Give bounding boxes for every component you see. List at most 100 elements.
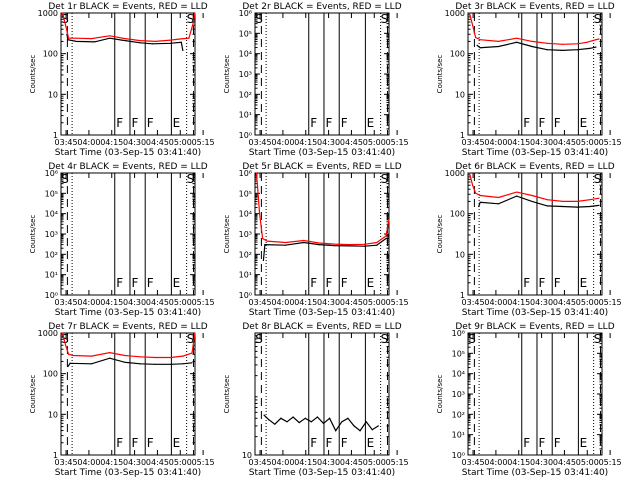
panel-det-2: Det 2r BLACK = Events, RED = LLD 10⁰ 10¹ 10…: [223, 2, 409, 158]
lld-series-point: [61, 332, 64, 334]
events-series: [478, 195, 600, 208]
events-series-point: [479, 201, 481, 203]
events-series-point: [67, 39, 69, 41]
y-axis-label: Counts/sec: [223, 55, 231, 94]
events-series-point: [546, 205, 548, 207]
marker-label: F: [116, 116, 123, 130]
x-tick-label: 05:00: [169, 458, 192, 467]
y-axis-label: Counts/sec: [436, 375, 444, 414]
x-tick-label: 05:00: [576, 138, 599, 147]
y-tick-label: 10¹: [239, 111, 252, 120]
events-series-point: [376, 244, 378, 246]
panel-det-5: Det 5r BLACK = Events, RED = LLD 10⁰ 10¹ 10…: [223, 162, 409, 318]
panel-title: Det 1r BLACK = Events, RED = LLD: [48, 2, 207, 12]
lld-series-point: [471, 184, 474, 186]
events-series-point: [124, 361, 126, 363]
marker-label: F: [341, 276, 348, 290]
y-tick-label: 10⁶: [239, 9, 252, 18]
lld-series-point: [61, 12, 64, 14]
x-tick-label: 04:30: [530, 138, 553, 147]
y-tick-label: 10²: [452, 410, 465, 419]
lld-series-point: [258, 213, 261, 215]
y-tick-label: 10⁵: [239, 29, 252, 38]
x-tick-label: 04:15: [507, 138, 530, 147]
marker-label: E: [173, 276, 181, 290]
events-series-point: [292, 416, 294, 418]
lld-series-point: [546, 199, 548, 201]
x-axis-label: Start Time (03-Sep-15 03:41:40): [249, 148, 395, 158]
x-tick-label: 04:45: [340, 458, 363, 467]
x-tick-label: 04:15: [507, 298, 530, 307]
y-axis-label: Counts/sec: [29, 215, 37, 254]
lld-series-point: [468, 12, 471, 14]
panel-title: Det 2r BLACK = Events, RED = LLD: [242, 2, 401, 12]
events-series-point: [170, 363, 172, 365]
lld-series-point: [388, 219, 390, 221]
lld-series-point: [364, 243, 366, 245]
events-series-point: [139, 363, 141, 365]
panel-det-6: Det 6r BLACK = Events, RED = LLD 1 10 100 10…: [436, 162, 622, 318]
marker-label: F: [341, 116, 348, 130]
marker-label: F: [326, 276, 333, 290]
panel-title: Det 8r BLACK = Events, RED = LLD: [242, 322, 401, 332]
events-series: [263, 414, 379, 432]
events-series-point: [69, 362, 71, 364]
x-tick-label: 04:15: [507, 458, 530, 467]
x-tick-label: 04:45: [340, 298, 363, 307]
events-series-point: [318, 244, 320, 246]
x-axis-label: Start Time (03-Sep-15 03:41:40): [462, 468, 608, 478]
events-series-point: [303, 241, 305, 244]
x-axis-label: Start Time (03-Sep-15 03:41:40): [55, 468, 201, 478]
marker-label: F: [116, 436, 123, 450]
lld-series-point: [497, 40, 500, 43]
y-tick-label: 10⁰: [239, 291, 252, 300]
events-series-point: [365, 421, 367, 423]
x-tick-label: 04:00: [271, 298, 294, 307]
events-series-point: [67, 365, 69, 368]
lld-series-point: [188, 37, 190, 39]
marker-label: E: [367, 116, 375, 130]
marker-label: E: [367, 276, 375, 290]
events-series-point: [595, 46, 597, 48]
x-tick-label: 03:45: [249, 458, 272, 467]
x-tick-label: 04:45: [146, 298, 169, 307]
marker-label: F: [132, 276, 139, 290]
events-series-point: [516, 195, 518, 197]
x-tick-label: 05:00: [576, 458, 599, 467]
lld-series-point: [194, 12, 196, 14]
marker-label: F: [310, 116, 317, 130]
events-series-point: [589, 205, 591, 208]
lld-series-point: [124, 354, 126, 357]
events-series: [67, 357, 193, 367]
marker-label: F: [310, 276, 317, 290]
lld-series-point: [170, 356, 172, 359]
x-axis-label: Start Time (03-Sep-15 03:41:40): [462, 148, 608, 158]
events-series-point: [353, 425, 355, 427]
marker-label: S: [468, 332, 476, 346]
x-tick-label: 05:15: [192, 298, 215, 307]
marker-label: S: [381, 12, 389, 26]
x-tick-label: 04:15: [294, 458, 317, 467]
x-tick-label: 04:45: [553, 138, 576, 147]
y-tick-label: 10⁵: [239, 189, 252, 198]
x-tick-label: 04:30: [317, 458, 340, 467]
marker-label: F: [341, 436, 348, 450]
lld-series-point: [598, 197, 600, 199]
lld-series-point: [90, 37, 93, 40]
marker-label: S: [187, 12, 195, 26]
marker-label: S: [61, 332, 69, 346]
marker-label: F: [554, 116, 561, 130]
lld-series-point: [531, 40, 533, 43]
lld-series-point: [139, 39, 141, 42]
x-tick-label: 04:00: [77, 138, 100, 147]
lld-series-point: [479, 39, 481, 41]
lld-series-point: [255, 172, 258, 174]
marker-label: F: [147, 276, 154, 290]
y-tick-label: 10²: [239, 90, 252, 99]
y-tick-label: 10³: [452, 390, 465, 399]
x-tick-label: 04:45: [340, 138, 363, 147]
events-series-point: [180, 41, 182, 43]
lld-series-point: [68, 353, 70, 355]
x-tick-label: 04:15: [100, 138, 123, 147]
panel-det-7: Det 7r BLACK = Events, RED = LLD 1 10 100 10…: [29, 322, 215, 478]
